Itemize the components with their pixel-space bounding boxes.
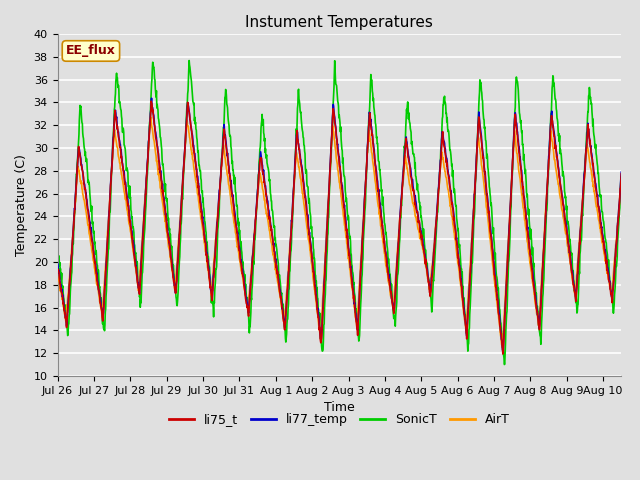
AirT (375, 204, 383, 210)
Line: SonicT: SonicT (58, 60, 621, 364)
X-axis label: Time: Time (324, 401, 355, 414)
SonicT (315, 314, 323, 320)
li75_t (54, 266, 61, 272)
SonicT (54, 243, 61, 249)
AirT (293, 155, 301, 161)
li75_t (618, 171, 625, 177)
AirT (147, 115, 155, 120)
Y-axis label: Temperature (C): Temperature (C) (15, 154, 28, 256)
Text: EE_flux: EE_flux (66, 45, 116, 58)
li75_t (293, 128, 301, 133)
Line: li75_t: li75_t (58, 101, 621, 354)
li77_temp (148, 96, 156, 101)
Line: AirT: AirT (58, 118, 621, 348)
SonicT (97, 295, 105, 300)
SonicT (618, 174, 625, 180)
SonicT (293, 120, 301, 126)
SonicT (186, 58, 193, 63)
li77_temp (293, 129, 301, 134)
AirT (97, 306, 105, 312)
li77_temp (499, 348, 507, 354)
li75_t (147, 98, 155, 104)
li77_temp (120, 168, 128, 174)
SonicT (375, 158, 383, 164)
li77_temp (305, 226, 312, 231)
Line: li77_temp: li77_temp (58, 98, 621, 351)
AirT (618, 176, 625, 182)
AirT (499, 345, 506, 350)
li77_temp (97, 303, 105, 309)
AirT (315, 325, 323, 331)
AirT (54, 273, 61, 278)
li77_temp (315, 315, 323, 321)
AirT (305, 238, 312, 243)
Title: Instument Temperatures: Instument Temperatures (246, 15, 433, 30)
li75_t (315, 321, 323, 326)
SonicT (120, 142, 128, 148)
li77_temp (375, 187, 383, 192)
li77_temp (618, 169, 625, 175)
SonicT (305, 200, 312, 206)
li77_temp (54, 260, 61, 266)
li75_t (120, 173, 128, 179)
Legend: li75_t, li77_temp, SonicT, AirT: li75_t, li77_temp, SonicT, AirT (164, 408, 515, 431)
AirT (120, 189, 128, 194)
SonicT (500, 361, 508, 367)
li75_t (305, 227, 312, 232)
li75_t (97, 304, 105, 310)
li75_t (499, 351, 507, 357)
li75_t (375, 192, 383, 198)
